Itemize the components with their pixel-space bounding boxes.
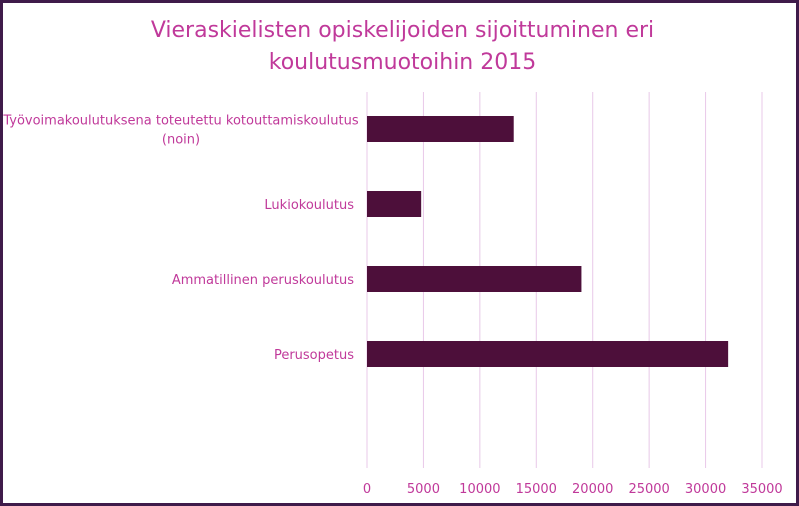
chart-title-line-2: koulutusmuotoihin 2015 [268, 50, 537, 75]
category-label: Perusopetus [274, 348, 354, 363]
x-tick-label: 0 [363, 482, 371, 497]
chart-title-line-1: Vieraskielisten opiskelijoiden sijoittum… [150, 18, 655, 43]
x-tick-label: 20000 [572, 482, 613, 497]
bar-1 [367, 191, 422, 217]
x-tick-label: 25000 [628, 482, 669, 497]
category-label: (noin) [162, 133, 200, 148]
category-label: Ammatillinen peruskoulutus [172, 273, 354, 288]
bar-2 [367, 266, 582, 292]
bar-3 [367, 341, 729, 367]
x-tick-label: 30000 [685, 482, 726, 497]
bar-0 [367, 116, 514, 142]
category-label: Työvoimakoulutuksena toteutettu kotoutta… [2, 114, 359, 129]
x-tick-label: 15000 [516, 482, 557, 497]
x-tick-label: 35000 [741, 482, 782, 497]
x-tick-label: 10000 [459, 482, 500, 497]
category-label: Lukiokoulutus [264, 198, 354, 213]
x-tick-label: 5000 [407, 482, 440, 497]
